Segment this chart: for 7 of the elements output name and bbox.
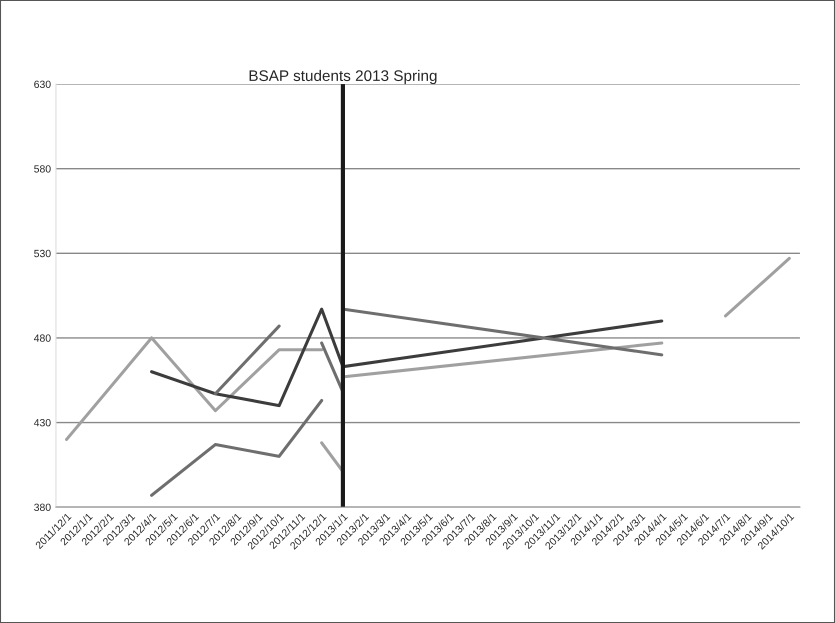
ref-line-label: BSAP students 2013 Spring [250,70,436,84]
y-tick-label: 430 [34,419,51,426]
y-tick-label: 630 [34,80,51,88]
y-tick-label: 530 [34,250,51,258]
y-tick-label: 380 [34,504,51,511]
y-tick-label: 580 [34,165,51,173]
y-tick-label: 480 [34,334,51,342]
